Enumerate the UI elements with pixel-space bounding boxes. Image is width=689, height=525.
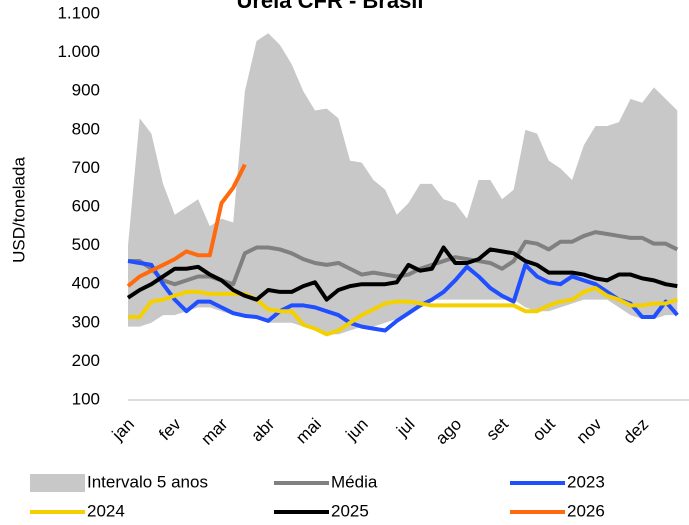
legend-swatch xyxy=(30,474,85,492)
series-line xyxy=(126,245,678,302)
y-tick-label: 500 xyxy=(72,235,100,254)
y-tick-label: 1.000 xyxy=(57,42,100,61)
x-tick-label: nov xyxy=(573,414,606,447)
x-tick-label: ago xyxy=(432,415,465,448)
x-tick-label: set xyxy=(483,414,513,444)
legend-label: Intervalo 5 anos xyxy=(87,472,208,491)
x-tick-label: abr xyxy=(247,414,278,445)
x-tick-label: mar xyxy=(197,414,231,448)
y-tick-label: 100 xyxy=(72,389,100,408)
legend-label: Média xyxy=(331,472,378,491)
y-tick-label: 400 xyxy=(72,274,100,293)
x-tick-label: jun xyxy=(342,415,372,445)
x-tick-label: jul xyxy=(392,415,418,441)
legend-label: 2024 xyxy=(87,501,125,520)
legend-label: 2023 xyxy=(567,472,605,491)
x-tick-label: out xyxy=(529,414,559,444)
legend-label: 2025 xyxy=(331,501,369,520)
y-tick-label: 200 xyxy=(72,351,100,370)
y-tick-label: 700 xyxy=(72,158,100,177)
x-tick-label: jan xyxy=(108,415,138,445)
legend-label: 2026 xyxy=(567,501,605,520)
y-axis-label: USD/tonelada xyxy=(9,157,28,263)
series-line xyxy=(126,163,247,288)
chart-title: Ureia CFR - Brasil xyxy=(236,0,423,13)
y-tick-label: 800 xyxy=(72,119,100,138)
x-tick-label: mai xyxy=(292,415,325,448)
y-tick-label: 900 xyxy=(72,81,100,100)
series-line xyxy=(128,286,678,337)
y-tick-label: 600 xyxy=(72,196,100,215)
x-tick-label: fev xyxy=(155,414,185,444)
y-tick-label: 1.100 xyxy=(57,3,100,22)
range-band xyxy=(128,33,678,335)
x-tick-label: dez xyxy=(619,415,652,448)
series-line xyxy=(127,259,679,333)
y-tick-label: 300 xyxy=(72,312,100,331)
